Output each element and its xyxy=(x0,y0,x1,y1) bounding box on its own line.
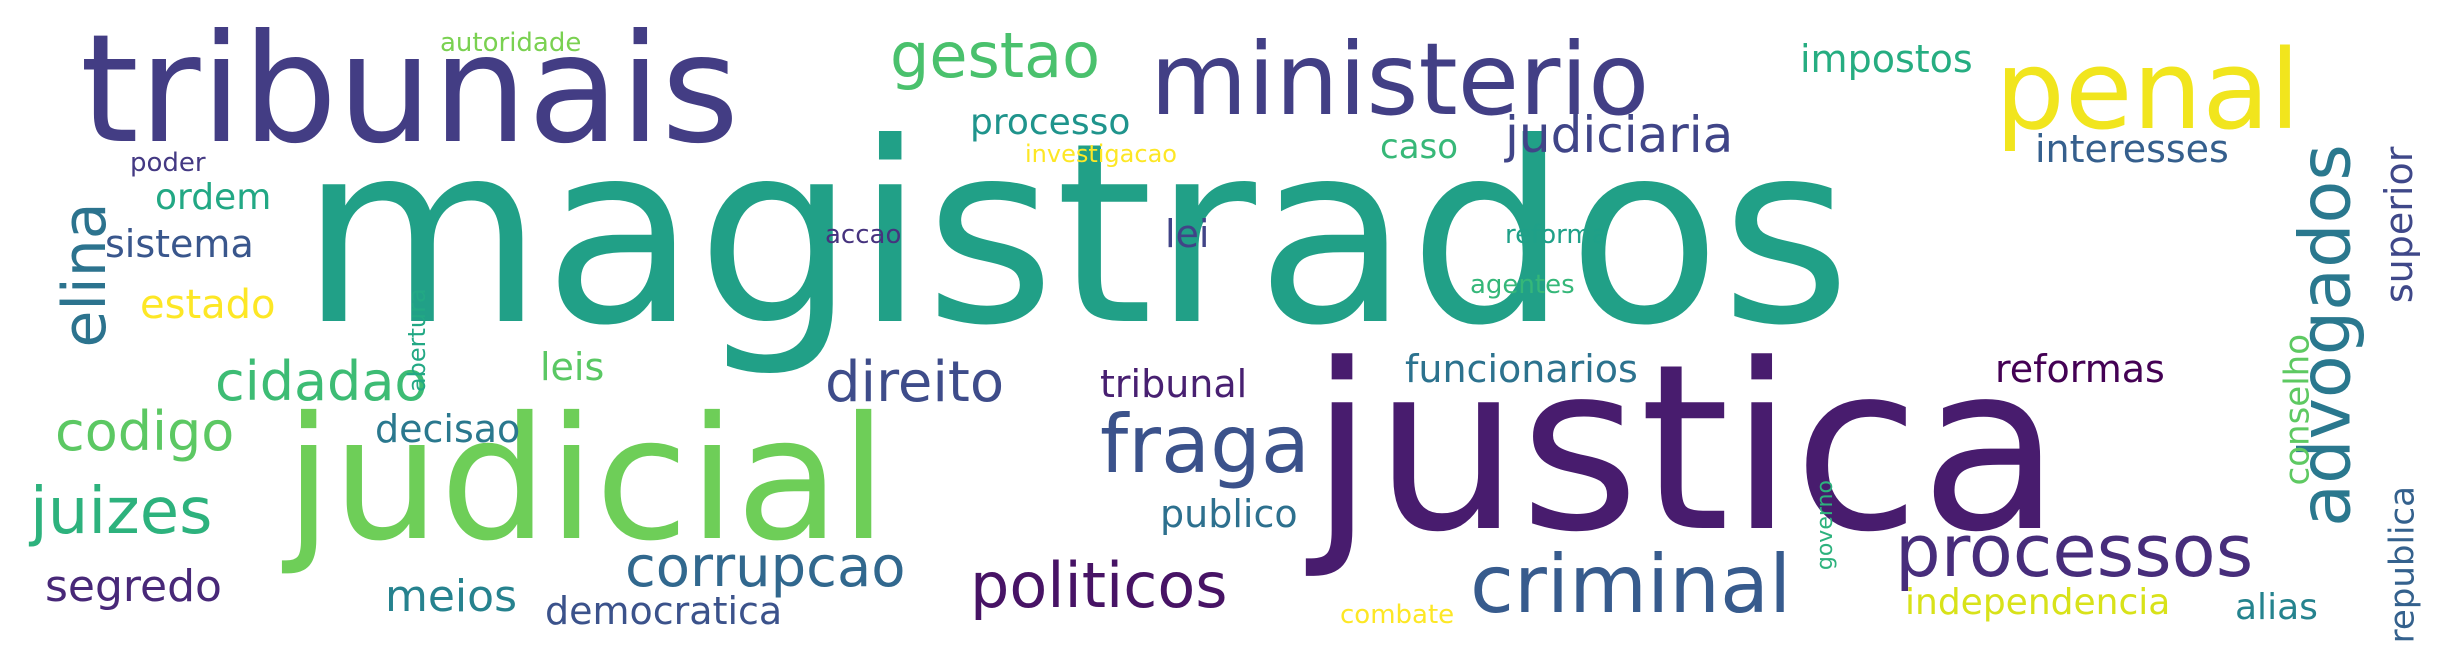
word-politicos: politicos xyxy=(970,549,1228,622)
word-judiciaria: judiciaria xyxy=(1505,106,1734,164)
word-republica: republica xyxy=(2381,486,2422,644)
word-abertura: abertura xyxy=(402,288,431,392)
word-criminal: criminal xyxy=(1470,538,1792,631)
word-direito: direito xyxy=(825,350,1005,415)
word-segredo: segredo xyxy=(45,561,222,612)
word-combate: combate xyxy=(1340,600,1455,630)
word-corrupcao: corrupcao xyxy=(625,535,906,600)
word-justica: justica xyxy=(1310,316,2061,583)
word-cidadao: cidadao xyxy=(215,350,428,413)
word-fraga: fraga xyxy=(1100,398,1310,491)
word-superior: superior xyxy=(2376,146,2421,304)
word-democratica: democratica xyxy=(545,589,783,633)
word-reformas: reformas xyxy=(1995,347,2165,391)
word-sistema: sistema xyxy=(105,222,254,266)
word-publico: publico xyxy=(1160,492,1298,536)
word-independencia: independencia xyxy=(1905,582,2171,623)
word-estado: estado xyxy=(140,282,276,328)
word-impostos: impostos xyxy=(1800,37,1973,81)
word-processo: processo xyxy=(970,102,1131,143)
word-reforma: reforma xyxy=(1505,220,1608,250)
word-autoridade: autoridade xyxy=(440,28,582,58)
word-caso: caso xyxy=(1380,127,1459,167)
word-juizes: juizes xyxy=(30,475,213,549)
word-funcionarios: funcionarios xyxy=(1405,347,1638,391)
word-processos: processos xyxy=(1895,509,2254,593)
word-interesses: interesses xyxy=(2035,127,2229,171)
word-investigacao: investigacao xyxy=(1025,140,1177,168)
word-governo: governo xyxy=(1813,479,1838,571)
word-alias: alias xyxy=(2235,587,2318,628)
word-agentes: agentes xyxy=(1470,270,1575,300)
word-decisao: decisao xyxy=(375,407,521,451)
word-accao: accao xyxy=(825,220,902,250)
word-leis: leis xyxy=(540,345,605,389)
word-tribunal: tribunal xyxy=(1100,362,1248,406)
word-ordem: ordem xyxy=(155,177,272,218)
word-gestao: gestao xyxy=(890,19,1101,92)
word-meios: meios xyxy=(385,571,517,622)
word-codigo: codigo xyxy=(55,400,235,463)
word-ministerio: ministerio xyxy=(1150,21,1650,138)
word-tribunais: tribunais xyxy=(80,3,740,177)
word-conselho: conselho xyxy=(2276,334,2317,486)
word-judicial: judicial xyxy=(285,381,888,579)
word-lei: lei xyxy=(1165,212,1210,256)
word-elina: elina xyxy=(50,202,120,348)
word-penal: penal xyxy=(1995,26,2301,154)
word-poder: poder xyxy=(130,148,206,178)
word-magistrados: magistrados xyxy=(300,89,1852,380)
